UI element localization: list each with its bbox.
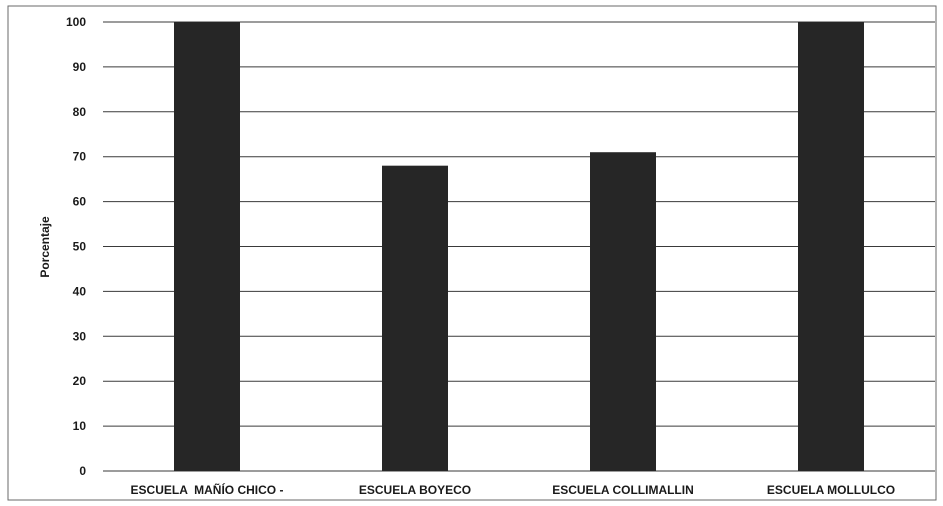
y-axis-title: Porcentaje — [38, 216, 52, 278]
y-tick-labels: 0 10 20 30 40 50 60 70 80 90 100 — [66, 15, 86, 478]
bar — [382, 165, 448, 471]
y-tick-label: 0 — [79, 464, 86, 478]
y-tick-label: 60 — [73, 195, 87, 209]
y-tick-label: 50 — [73, 240, 87, 254]
gridlines — [103, 21, 935, 472]
y-tick-label: 80 — [73, 105, 87, 119]
bar — [174, 22, 240, 471]
bar — [798, 22, 864, 471]
chart-frame — [7, 5, 937, 501]
y-tick-label: 10 — [73, 419, 87, 433]
y-tick-label: 40 — [73, 284, 87, 298]
y-tick-label: 90 — [73, 60, 87, 74]
bar — [590, 152, 656, 471]
x-category-label: ESCUELA MAÑÍO CHICO - — [131, 482, 284, 497]
bars — [174, 22, 864, 471]
y-tick-label: 70 — [73, 150, 87, 164]
x-category-label: ESCUELA MOLLULCO — [767, 483, 895, 497]
y-tick-label: 100 — [66, 15, 86, 29]
x-category-label: ESCUELA COLLIMALLIN — [552, 483, 694, 497]
x-category-label: ESCUELA BOYECO — [359, 483, 471, 497]
y-tick-label: 20 — [73, 374, 87, 388]
y-tick-label: 30 — [73, 329, 87, 343]
x-category-labels: ESCUELA MAÑÍO CHICO - ESCUELA BOYECO ESCUE… — [131, 482, 896, 497]
